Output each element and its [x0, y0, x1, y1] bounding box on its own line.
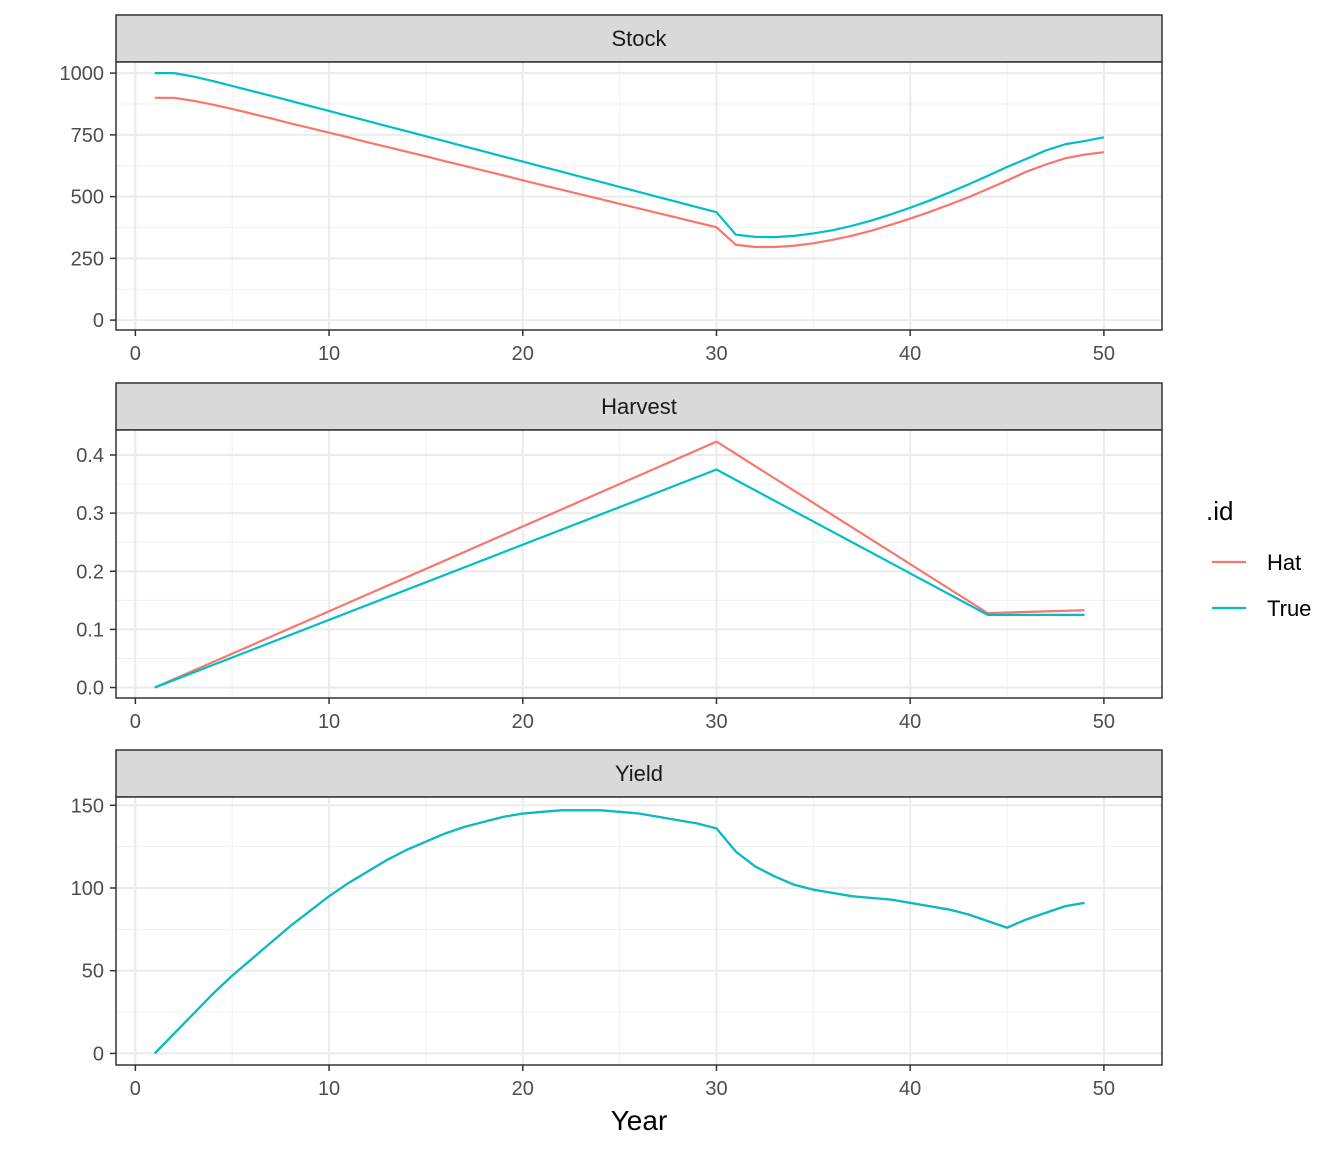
legend-items: Hat True: [1212, 550, 1311, 621]
x-tick-label: 30: [705, 1078, 727, 1100]
strip-label: Stock: [611, 26, 667, 51]
y-tick-label: 100: [71, 878, 104, 900]
x-tick-label: 20: [512, 343, 534, 365]
x-tick-label: 20: [512, 1078, 534, 1100]
x-tick-label: 50: [1093, 711, 1115, 733]
panel-background: [116, 797, 1162, 1065]
x-tick-label: 20: [512, 711, 534, 733]
strip-background: [115, 14, 1163, 63]
panel-border: [115, 796, 1163, 1066]
y-tick-label: 150: [71, 795, 104, 817]
series-line-true: [153, 809, 1085, 1055]
x-tick-label: 50: [1093, 1078, 1115, 1100]
x-tick-label: 0: [130, 711, 141, 733]
y-tick-label: 0: [93, 1043, 104, 1065]
panel-stock: Stock 0 250 500 750 1000 0 10 20 30 40 50: [60, 14, 1163, 365]
series-line-true: [154, 468, 1085, 689]
y-tick-label: 0: [93, 310, 104, 332]
y-tick-label: 1000: [60, 63, 105, 85]
x-tick-label: 40: [899, 343, 921, 365]
x-axis-title: Year: [611, 1105, 668, 1136]
legend-label: True: [1267, 596, 1311, 621]
x-tick-label: 0: [130, 1078, 141, 1100]
x-tick-label: 40: [899, 1078, 921, 1100]
legend-label: Hat: [1267, 550, 1301, 575]
legend-title: .id: [1206, 496, 1233, 526]
x-tick-label: 10: [318, 711, 340, 733]
x-tick-label: 30: [705, 343, 727, 365]
y-tick-label: 750: [71, 125, 104, 147]
series-line-hat: [154, 96, 1105, 249]
panel-background: [116, 430, 1162, 698]
x-tick-label: 50: [1093, 343, 1115, 365]
strip-label: Yield: [615, 761, 663, 786]
y-tick-label: 0.4: [76, 445, 104, 467]
y-tick-label: 0.3: [76, 503, 104, 525]
legend: .id Hat True: [1206, 496, 1311, 621]
series-line-true: [154, 72, 1105, 239]
panel-border: [115, 429, 1163, 699]
x-tick-label: 30: [705, 711, 727, 733]
y-tick-label: 50: [82, 961, 104, 983]
y-tick-label: 0.2: [76, 561, 104, 583]
y-tick-label: 0.0: [76, 678, 104, 700]
strip-background: [115, 382, 1163, 431]
legend-item-true: True: [1212, 596, 1311, 621]
x-tick-label: 40: [899, 711, 921, 733]
strip-label: Harvest: [601, 394, 677, 419]
series-line-hat: [154, 440, 1085, 689]
y-tick-label: 0.1: [76, 619, 104, 641]
panel-yield: Yield 0 50 100 150 0 10 20 30 40 50: [71, 749, 1163, 1100]
panel-harvest: Harvest 0.0 0.1 0.2 0.3 0.4 0 10 20 30 40 50: [76, 382, 1163, 733]
x-tick-label: 0: [130, 343, 141, 365]
x-tick-label: 10: [318, 1078, 340, 1100]
y-tick-label: 250: [71, 248, 104, 270]
x-tick-label: 10: [318, 343, 340, 365]
y-tick-label: 500: [71, 187, 104, 209]
legend-item-hat: Hat: [1212, 550, 1301, 575]
